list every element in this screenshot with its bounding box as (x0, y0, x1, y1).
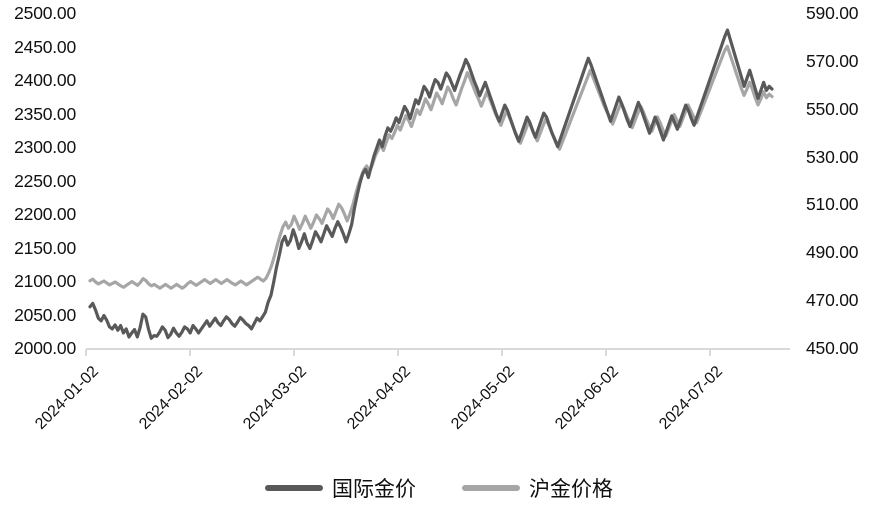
legend-label-international: 国际金价 (332, 477, 416, 501)
y-axis-left-tick: 2050.00 (14, 304, 76, 325)
y-axis-left-tick: 2400.00 (14, 70, 76, 90)
y-axis-left-tick: 2150.00 (14, 237, 76, 258)
y-axis-left-tick: 2200.00 (14, 204, 76, 224)
y-axis-right-tick: 530.00 (806, 146, 859, 167)
y-axis-left-tick: 2000.00 (14, 338, 76, 358)
y-axis-right-tick: 490.00 (806, 242, 859, 263)
y-axis-left-tick: 2450.00 (14, 36, 76, 57)
legend-swatch-international (265, 485, 323, 491)
y-axis-left-tick: 2100.00 (14, 271, 76, 291)
y-axis-right-tick: 510.00 (806, 194, 859, 215)
y-axis-left-tick: 2500.00 (14, 3, 76, 23)
y-axis-right-tick: 470.00 (806, 290, 859, 311)
y-axis-right-tick: 570.00 (806, 50, 859, 71)
y-axis-left-tick: 2300.00 (14, 137, 76, 157)
y-axis-right-tick: 450.00 (806, 338, 859, 358)
y-axis-left-tick: 2250.00 (14, 170, 76, 191)
y-axis-right-tick: 590.00 (806, 3, 859, 23)
y-axis-right-tick: 550.00 (806, 98, 859, 119)
chart-legend: 国际金价 沪金价格 (0, 473, 878, 503)
legend-swatch-shanghai (462, 485, 520, 491)
series-line-shanghai (88, 44, 774, 290)
legend-item-shanghai[interactable]: 沪金价格 (462, 473, 613, 503)
y-axis-left-tick: 2350.00 (14, 103, 76, 124)
series-line-international (88, 28, 774, 340)
legend-label-shanghai: 沪金价格 (529, 477, 613, 501)
legend-item-international[interactable]: 国际金价 (265, 473, 416, 503)
